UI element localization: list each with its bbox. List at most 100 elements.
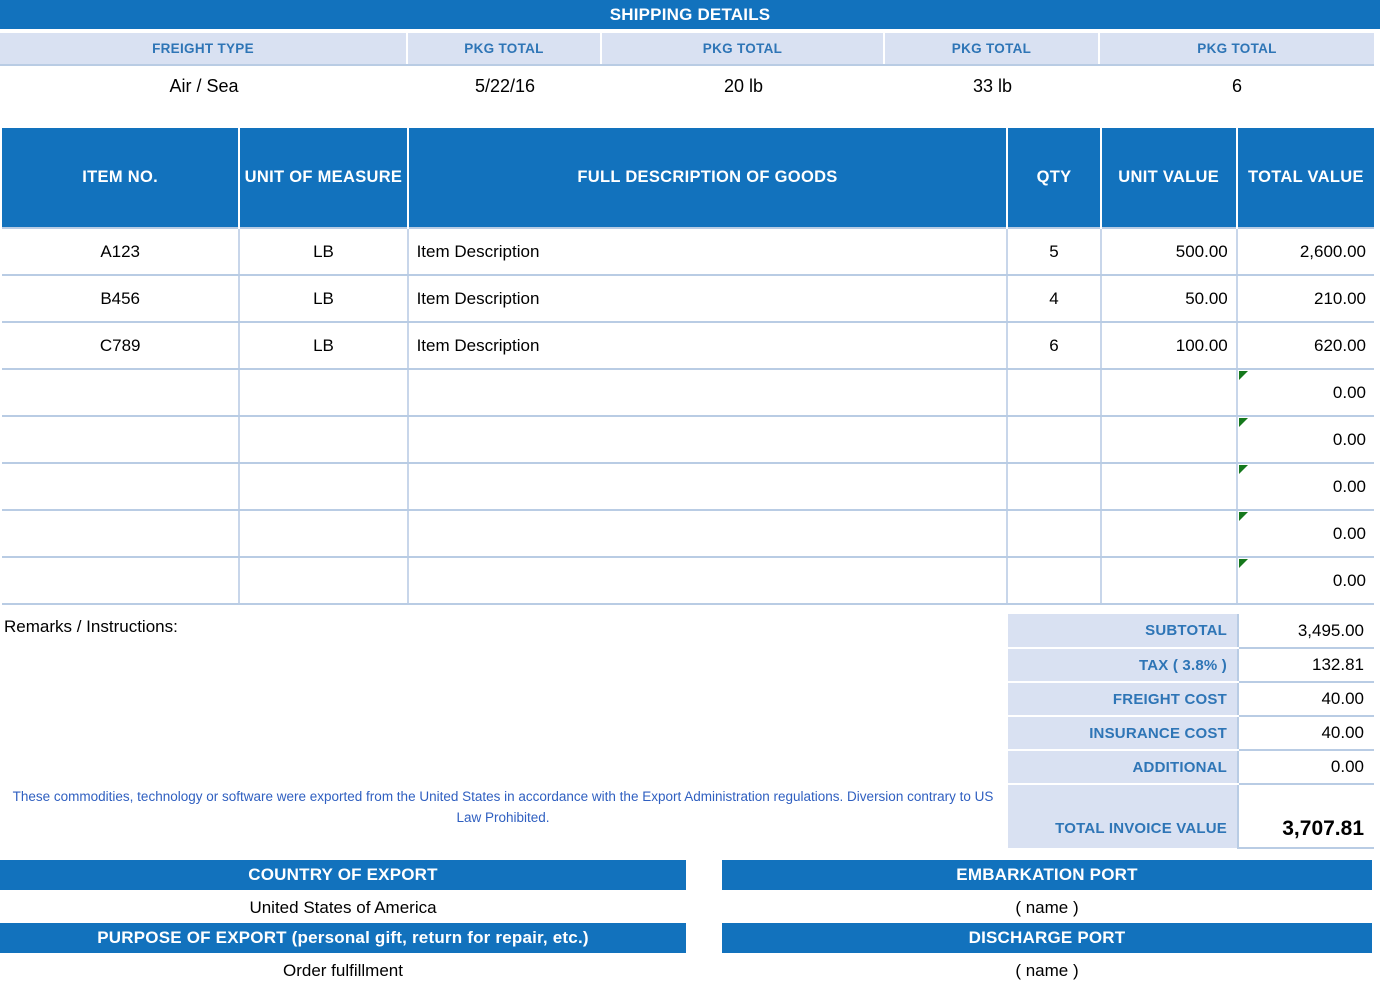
remarks-label: Remarks / Instructions: — [4, 617, 178, 636]
cell-unit-value[interactable] — [1100, 463, 1238, 511]
cell-unit-of-measure[interactable] — [239, 463, 409, 511]
cell-qty[interactable]: 5 — [1007, 227, 1102, 276]
cell-qty[interactable] — [1007, 416, 1102, 464]
cell-total-value[interactable]: 0.00 — [1236, 463, 1374, 511]
cell-unit-value[interactable]: 100.00 — [1100, 322, 1238, 370]
table-row: B456 LB Item Description 4 50.00 210.00 — [2, 275, 1374, 323]
table-row: C789 LB Item Description 6 100.00 620.00 — [2, 322, 1374, 370]
cell-description[interactable]: Item Description — [407, 322, 1009, 370]
cell-qty[interactable]: 6 — [1007, 322, 1102, 370]
discharge-port-header: DISCHARGE PORT — [722, 923, 1372, 953]
table-row: 0.00 — [2, 510, 1374, 558]
shipping-value-pkg-total-4[interactable]: 6 — [1231, 75, 1242, 96]
cell-unit-value[interactable] — [1100, 416, 1238, 464]
cell-qty[interactable] — [1007, 369, 1102, 417]
export-compliance-statement: These commodities, technology or softwar… — [12, 789, 994, 825]
table-row: 0.00 — [2, 463, 1374, 511]
cell-total-value[interactable]: 210.00 — [1236, 275, 1374, 323]
shipping-details-value-row: Air / Sea 5/22/16 20 lb 33 lb 6 — [0, 66, 1374, 106]
cell-unit-of-measure[interactable] — [239, 416, 409, 464]
cell-total-value[interactable]: 0.00 — [1236, 369, 1374, 417]
totals-row: SUBTOTAL 3,495.00 — [1008, 614, 1374, 649]
cell-total-value[interactable]: 2,600.00 — [1236, 227, 1374, 276]
purpose-of-export-value[interactable]: Order fulfillment — [283, 961, 403, 980]
country-of-export-header: COUNTRY OF EXPORT — [0, 860, 686, 890]
totals-row: FREIGHT COST 40.00 — [1008, 682, 1374, 717]
goods-table-body: A123 LB Item Description 5 500.00 2,600.00 B45… — [2, 227, 1374, 605]
table-row: 0.00 — [2, 557, 1374, 605]
totals-value[interactable]: 3,495.00 — [1237, 614, 1374, 649]
cell-qty[interactable]: 4 — [1007, 275, 1102, 323]
table-row: A123 LB Item Description 5 500.00 2,600.00 — [2, 227, 1374, 276]
totals-value[interactable]: 132.81 — [1237, 648, 1374, 683]
shipping-value-pkg-total-2[interactable]: 20 lb — [723, 75, 764, 96]
country-of-export-value[interactable]: United States of America — [249, 898, 437, 917]
totals-label: TOTAL INVOICE VALUE — [1008, 784, 1238, 848]
shipping-value-pkg-total-1[interactable]: 5/22/16 — [474, 75, 536, 96]
cell-item-no[interactable] — [2, 416, 241, 464]
cell-item-no[interactable] — [2, 510, 241, 558]
cell-unit-of-measure[interactable] — [239, 369, 409, 417]
shipping-header-pkg-total-3: PKG TOTAL — [885, 33, 1100, 64]
column-header-qty: QTY — [1007, 128, 1102, 228]
discharge-port-value[interactable]: ( name ) — [1015, 961, 1079, 980]
cell-item-no[interactable] — [2, 369, 241, 417]
shipping-details-header-row: FREIGHT TYPE PKG TOTAL PKG TOTAL PKG TOT… — [0, 33, 1374, 66]
cell-total-value[interactable]: 620.00 — [1236, 322, 1374, 370]
shipping-value-freight-type[interactable]: Air / Sea — [169, 75, 239, 96]
table-row: 0.00 — [2, 369, 1374, 417]
goods-table: ITEM NO. UNIT OF MEASURE FULL DESCRIPTIO… — [2, 128, 1374, 605]
shipping-header-pkg-total-1: PKG TOTAL — [408, 33, 602, 64]
cell-unit-of-measure[interactable] — [239, 557, 409, 605]
cell-qty[interactable] — [1007, 557, 1102, 605]
column-header-unit-value: UNIT VALUE — [1100, 128, 1238, 228]
cell-total-value[interactable]: 0.00 — [1236, 510, 1374, 558]
cell-item-no[interactable] — [2, 557, 241, 605]
cell-item-no[interactable]: C789 — [2, 322, 241, 370]
cell-unit-value[interactable] — [1100, 557, 1238, 605]
totals-value[interactable]: 0.00 — [1237, 750, 1374, 785]
shipping-value-pkg-total-3[interactable]: 33 lb — [972, 75, 1013, 96]
totals-row: TAX ( 3.8% ) 132.81 — [1008, 648, 1374, 683]
cell-unit-value[interactable] — [1100, 369, 1238, 417]
error-flag-triangle-icon — [1238, 512, 1248, 521]
cell-qty[interactable] — [1007, 510, 1102, 558]
cell-unit-of-measure[interactable]: LB — [239, 322, 409, 370]
column-header-total-value: TOTAL VALUE — [1236, 128, 1374, 228]
cell-unit-value[interactable]: 50.00 — [1100, 275, 1238, 323]
cell-unit-value[interactable] — [1100, 510, 1238, 558]
cell-item-no[interactable]: B456 — [2, 275, 241, 323]
cell-unit-of-measure[interactable] — [239, 510, 409, 558]
cell-unit-value[interactable]: 500.00 — [1100, 227, 1238, 276]
cell-total-value[interactable]: 0.00 — [1236, 557, 1374, 605]
totals-value[interactable]: 3,707.81 — [1237, 784, 1374, 849]
column-header-unit-of-measure: UNIT OF MEASURE — [239, 128, 409, 228]
shipping-details-title: SHIPPING DETAILS — [0, 0, 1380, 29]
cell-total-value[interactable]: 0.00 — [1236, 416, 1374, 464]
cell-description[interactable] — [407, 463, 1009, 511]
embarkation-port-value[interactable]: ( name ) — [1015, 898, 1079, 917]
error-flag-triangle-icon — [1238, 418, 1248, 427]
total-invoice-value-row: TOTAL INVOICE VALUE 3,707.81 — [1008, 784, 1374, 849]
totals-row: INSURANCE COST 40.00 — [1008, 716, 1374, 751]
totals-table: SUBTOTAL 3,495.00 TAX ( 3.8% ) 132.81 FREIGH… — [1008, 614, 1374, 849]
totals-label: INSURANCE COST — [1008, 716, 1238, 751]
shipping-header-pkg-total-4: PKG TOTAL — [1197, 41, 1277, 56]
cell-description[interactable] — [407, 369, 1009, 417]
cell-description[interactable] — [407, 416, 1009, 464]
goods-table-header-row: ITEM NO. UNIT OF MEASURE FULL DESCRIPTIO… — [2, 128, 1374, 228]
cell-description[interactable]: Item Description — [407, 227, 1009, 276]
error-flag-triangle-icon — [1238, 371, 1248, 380]
cell-description[interactable] — [407, 510, 1009, 558]
totals-label: SUBTOTAL — [1008, 614, 1238, 649]
error-flag-triangle-icon — [1238, 559, 1248, 568]
cell-item-no[interactable] — [2, 463, 241, 511]
cell-description[interactable]: Item Description — [407, 275, 1009, 323]
cell-description[interactable] — [407, 557, 1009, 605]
totals-value[interactable]: 40.00 — [1237, 716, 1374, 751]
cell-item-no[interactable]: A123 — [2, 227, 241, 276]
cell-qty[interactable] — [1007, 463, 1102, 511]
cell-unit-of-measure[interactable]: LB — [239, 227, 409, 276]
cell-unit-of-measure[interactable]: LB — [239, 275, 409, 323]
totals-value[interactable]: 40.00 — [1237, 682, 1374, 717]
